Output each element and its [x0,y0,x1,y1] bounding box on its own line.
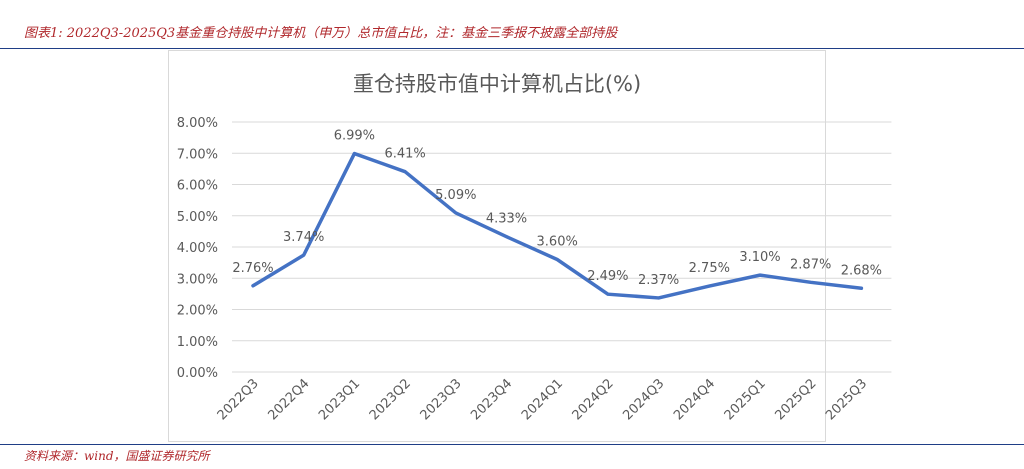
x-tick-label: 2024Q2 [570,376,617,423]
data-label: 4.33% [486,212,527,227]
data-label: 2.87% [790,257,831,272]
series-line [251,151,864,300]
x-tick-label: 2022Q4 [265,376,312,423]
y-tick-label: 2.00% [177,304,218,319]
data-label: 2.49% [587,269,628,284]
data-label: 3.10% [739,250,780,265]
data-label: 6.41% [384,147,425,162]
data-labels: 2.76% 3.74% 6.99% 6.41% 5.09% 4.33% 3.60% 2.49%… [232,129,882,288]
data-label: 3.74% [283,230,324,245]
x-tick-label: 2024Q3 [620,376,667,423]
x-tick-label: 2022Q3 [215,376,262,423]
x-tick-label: 2024Q4 [671,376,718,423]
data-label: 2.37% [638,273,679,288]
y-tick-label: 0.00% [177,366,218,381]
data-label: 6.99% [334,129,375,144]
y-tick-label: 4.00% [177,241,218,256]
y-axis-tick-labels: 0.00% 1.00% 2.00% 3.00% 4.00% 5.00% 6.00% 7.00%… [177,116,218,381]
source-note: 资料来源：wind，国盛证券研究所 [24,449,210,463]
bottom-rule [0,444,1024,445]
data-label: 2.76% [232,261,273,276]
x-tick-label: 2025Q2 [772,376,819,423]
chart-title: 重仓持股市值中计算机占比(%) [353,72,641,96]
x-tick-label: 2024Q1 [519,376,566,423]
data-label: 2.68% [841,263,882,278]
series-line-layer [251,151,864,300]
y-tick-label: 8.00% [177,116,218,131]
y-tick-label: 3.00% [177,272,218,287]
y-tick-label: 1.00% [177,335,218,350]
x-tick-label: 2023Q2 [367,376,414,423]
x-tick-label: 2023Q4 [468,376,515,423]
x-tick-label: 2023Q1 [316,376,363,423]
x-tick-label: 2025Q1 [722,376,769,423]
data-label: 5.09% [435,188,476,203]
y-tick-label: 7.00% [177,147,218,162]
top-rule [0,48,1024,49]
data-label: 3.60% [537,235,578,250]
y-tick-label: 6.00% [177,179,218,194]
y-tick-label: 5.00% [177,210,218,225]
x-axis-tick-labels: 2022Q3 2022Q4 2023Q1 2023Q2 2023Q3 2023Q4 2024… [215,376,870,423]
chart-frame [168,50,826,442]
x-tick-label: 2023Q3 [418,376,465,423]
figure-caption: 图表1: 2022Q3-2025Q3基金重仓持股中计算机（申万）总市值占比，注：… [24,26,618,41]
data-label: 2.75% [689,261,730,276]
x-tick-label: 2025Q3 [823,376,870,423]
